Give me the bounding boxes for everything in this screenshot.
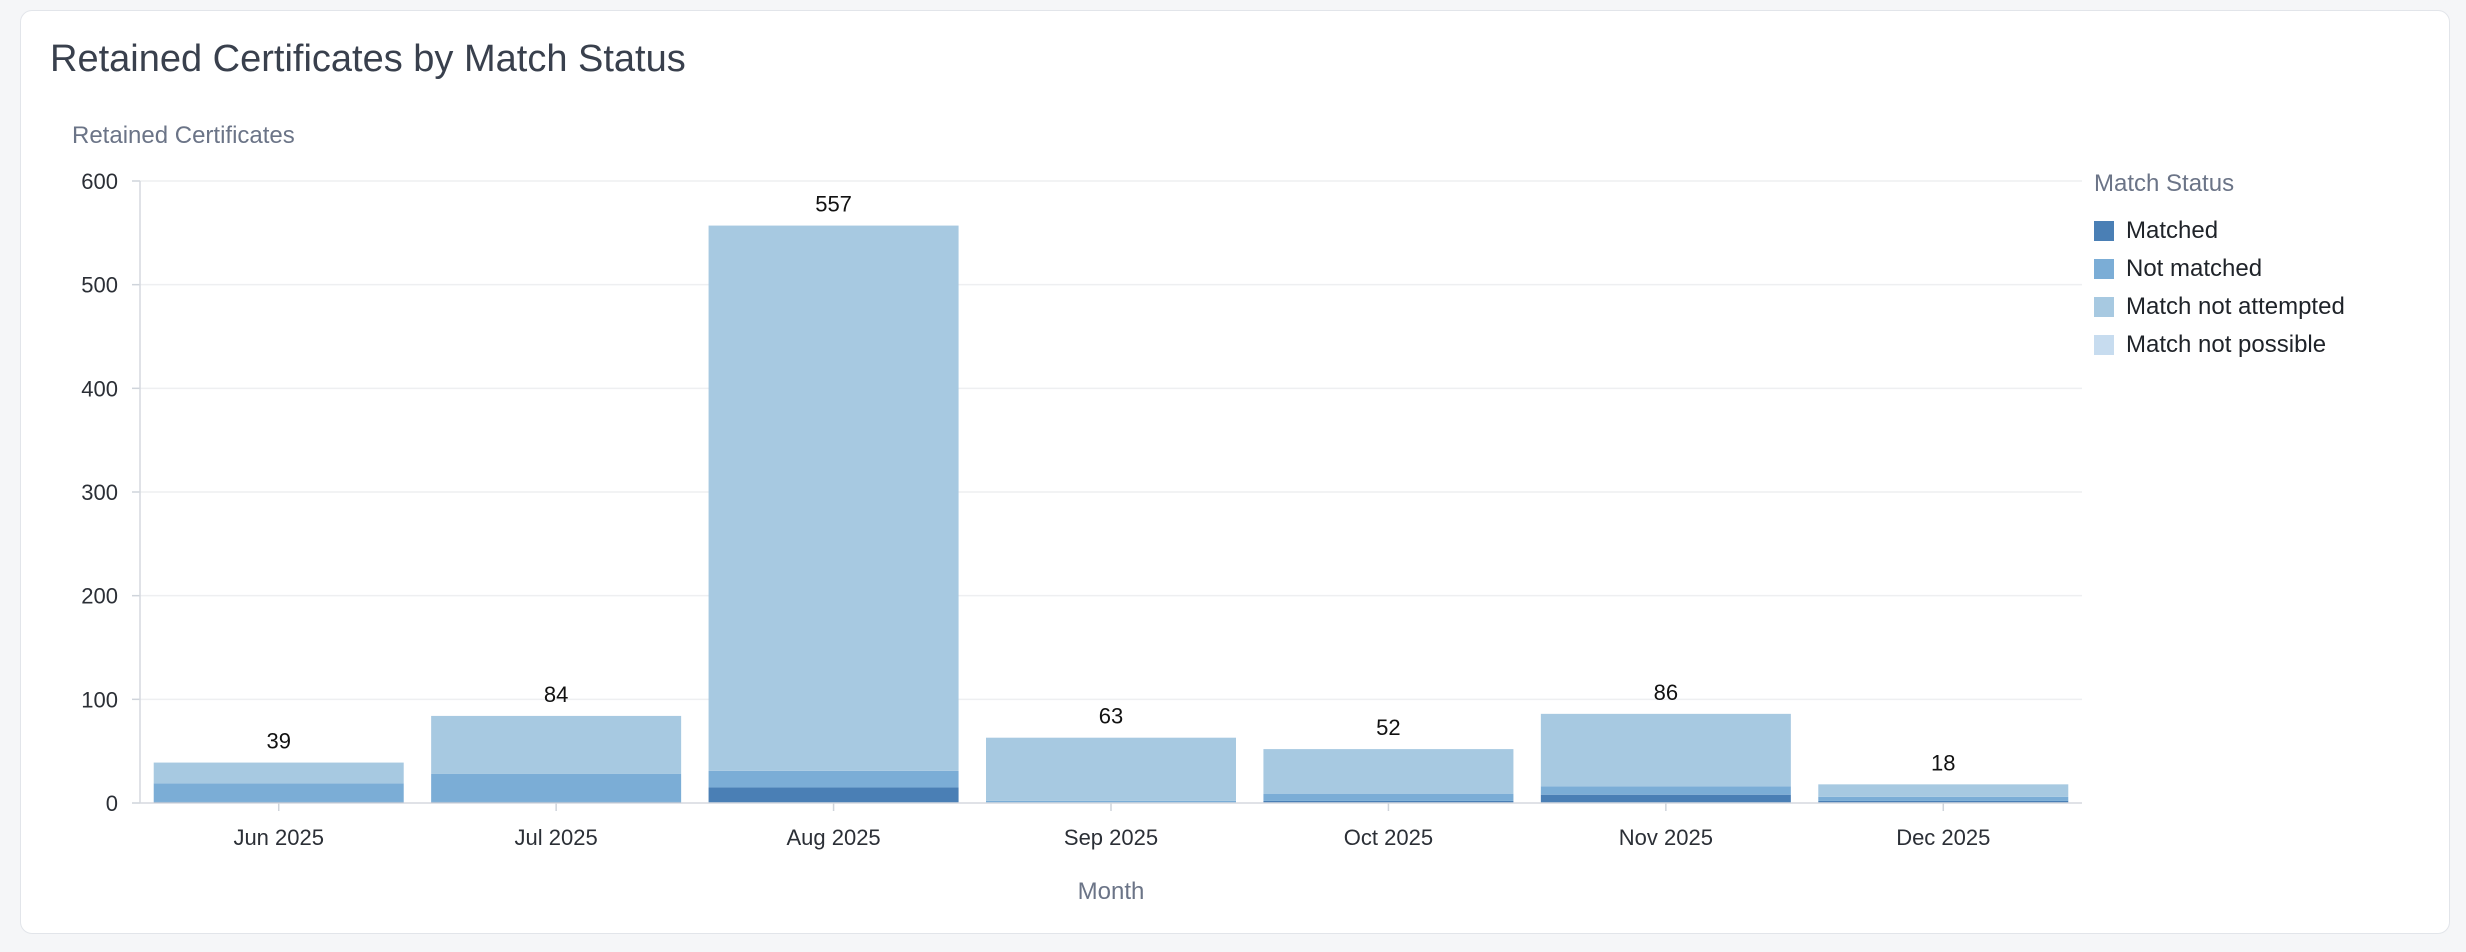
total-label: 557 bbox=[815, 192, 852, 217]
legend-item-match-not-attempted[interactable]: Match not attempted bbox=[2094, 288, 2424, 326]
legend-label: Matched bbox=[2126, 217, 2219, 244]
x-tick-label: Jul 2025 bbox=[515, 825, 598, 850]
total-label: 39 bbox=[266, 729, 290, 754]
bar-not-matched-dec-2025[interactable] bbox=[1818, 796, 2069, 801]
y-tick-label: 200 bbox=[81, 584, 118, 609]
bar-not-matched-sep-2025[interactable] bbox=[986, 800, 1236, 803]
y-axis-title: Retained Certificates bbox=[72, 122, 295, 149]
x-axis-ticks: Jun 2025 Jul 2025 Aug 2025 Sep 2025 Oct 2025… bbox=[233, 803, 1990, 850]
gridlines bbox=[140, 180, 2082, 701]
legend-title: Match Status bbox=[2094, 170, 2235, 197]
y-tick-label: 500 bbox=[81, 273, 118, 298]
x-tick-label: Dec 2025 bbox=[1896, 825, 1990, 850]
bar-not-matched-oct-2025[interactable] bbox=[1263, 793, 1514, 801]
x-axis-title: Month bbox=[1078, 878, 1145, 905]
total-label: 86 bbox=[1654, 680, 1678, 705]
bar-match-not-attempted-jun-2025[interactable] bbox=[153, 762, 404, 784]
chart-title: Retained Certificates by Match Status bbox=[50, 38, 686, 80]
total-labels: 39 84 557 63 52 86 18 bbox=[266, 192, 1955, 776]
y-tick-label: 0 bbox=[106, 791, 118, 816]
legend-swatch bbox=[2094, 335, 2114, 355]
total-label: 84 bbox=[544, 682, 568, 707]
bar-matched-nov-2025[interactable] bbox=[1540, 794, 1791, 803]
bar-matched-oct-2025[interactable] bbox=[1263, 800, 1514, 803]
bar-not-matched-jul-2025[interactable] bbox=[431, 773, 682, 802]
legend-swatch bbox=[2094, 221, 2114, 241]
legend-swatch bbox=[2094, 259, 2114, 279]
legend: Match Status Matched Not matched Match not… bbox=[2094, 170, 2424, 364]
bar-match-not-attempted-oct-2025[interactable] bbox=[1263, 749, 1514, 794]
legend-items: Matched Not matched Match not attempted Mat… bbox=[2094, 212, 2424, 364]
x-tick-label: Jun 2025 bbox=[233, 825, 324, 850]
x-tick-label: Sep 2025 bbox=[1064, 825, 1158, 850]
y-tick-label: 100 bbox=[81, 687, 118, 712]
x-tick-label: Nov 2025 bbox=[1619, 825, 1713, 850]
bar-match-not-attempted-jul-2025[interactable] bbox=[431, 715, 682, 774]
total-label: 52 bbox=[1376, 715, 1400, 740]
bar-match-not-attempted-aug-2025[interactable] bbox=[708, 225, 959, 771]
bar-not-matched-aug-2025[interactable] bbox=[708, 770, 959, 788]
bar-matched-dec-2025[interactable] bbox=[1818, 800, 2069, 803]
legend-swatch bbox=[2094, 297, 2114, 317]
bar-not-matched-jun-2025[interactable] bbox=[153, 783, 404, 802]
total-label: 63 bbox=[1099, 704, 1123, 729]
bar-match-not-attempted-nov-2025[interactable] bbox=[1540, 713, 1791, 787]
bar-not-matched-nov-2025[interactable] bbox=[1540, 786, 1791, 795]
bar-match-not-attempted-sep-2025[interactable] bbox=[986, 737, 1236, 801]
y-tick-label: 600 bbox=[81, 169, 118, 194]
x-tick-label: Aug 2025 bbox=[786, 825, 880, 850]
legend-item-match-not-possible[interactable]: Match not possible bbox=[2094, 326, 2424, 364]
y-axis-ticks: 0 100 200 300 400 500 600 bbox=[81, 169, 140, 816]
legend-label: Match not possible bbox=[2126, 331, 2327, 358]
legend-label: Match not attempted bbox=[2126, 293, 2345, 320]
legend-item-not-matched[interactable]: Not matched bbox=[2094, 250, 2424, 288]
legend-label: Not matched bbox=[2126, 255, 2263, 282]
total-label: 18 bbox=[1931, 750, 1955, 775]
y-tick-label: 400 bbox=[81, 376, 118, 401]
bars bbox=[153, 225, 2069, 803]
x-tick-label: Oct 2025 bbox=[1344, 825, 1433, 850]
bar-matched-aug-2025[interactable] bbox=[708, 787, 959, 803]
bar-match-not-attempted-dec-2025[interactable] bbox=[1818, 784, 2069, 797]
y-tick-label: 300 bbox=[81, 480, 118, 505]
legend-item-matched[interactable]: Matched bbox=[2094, 212, 2424, 250]
